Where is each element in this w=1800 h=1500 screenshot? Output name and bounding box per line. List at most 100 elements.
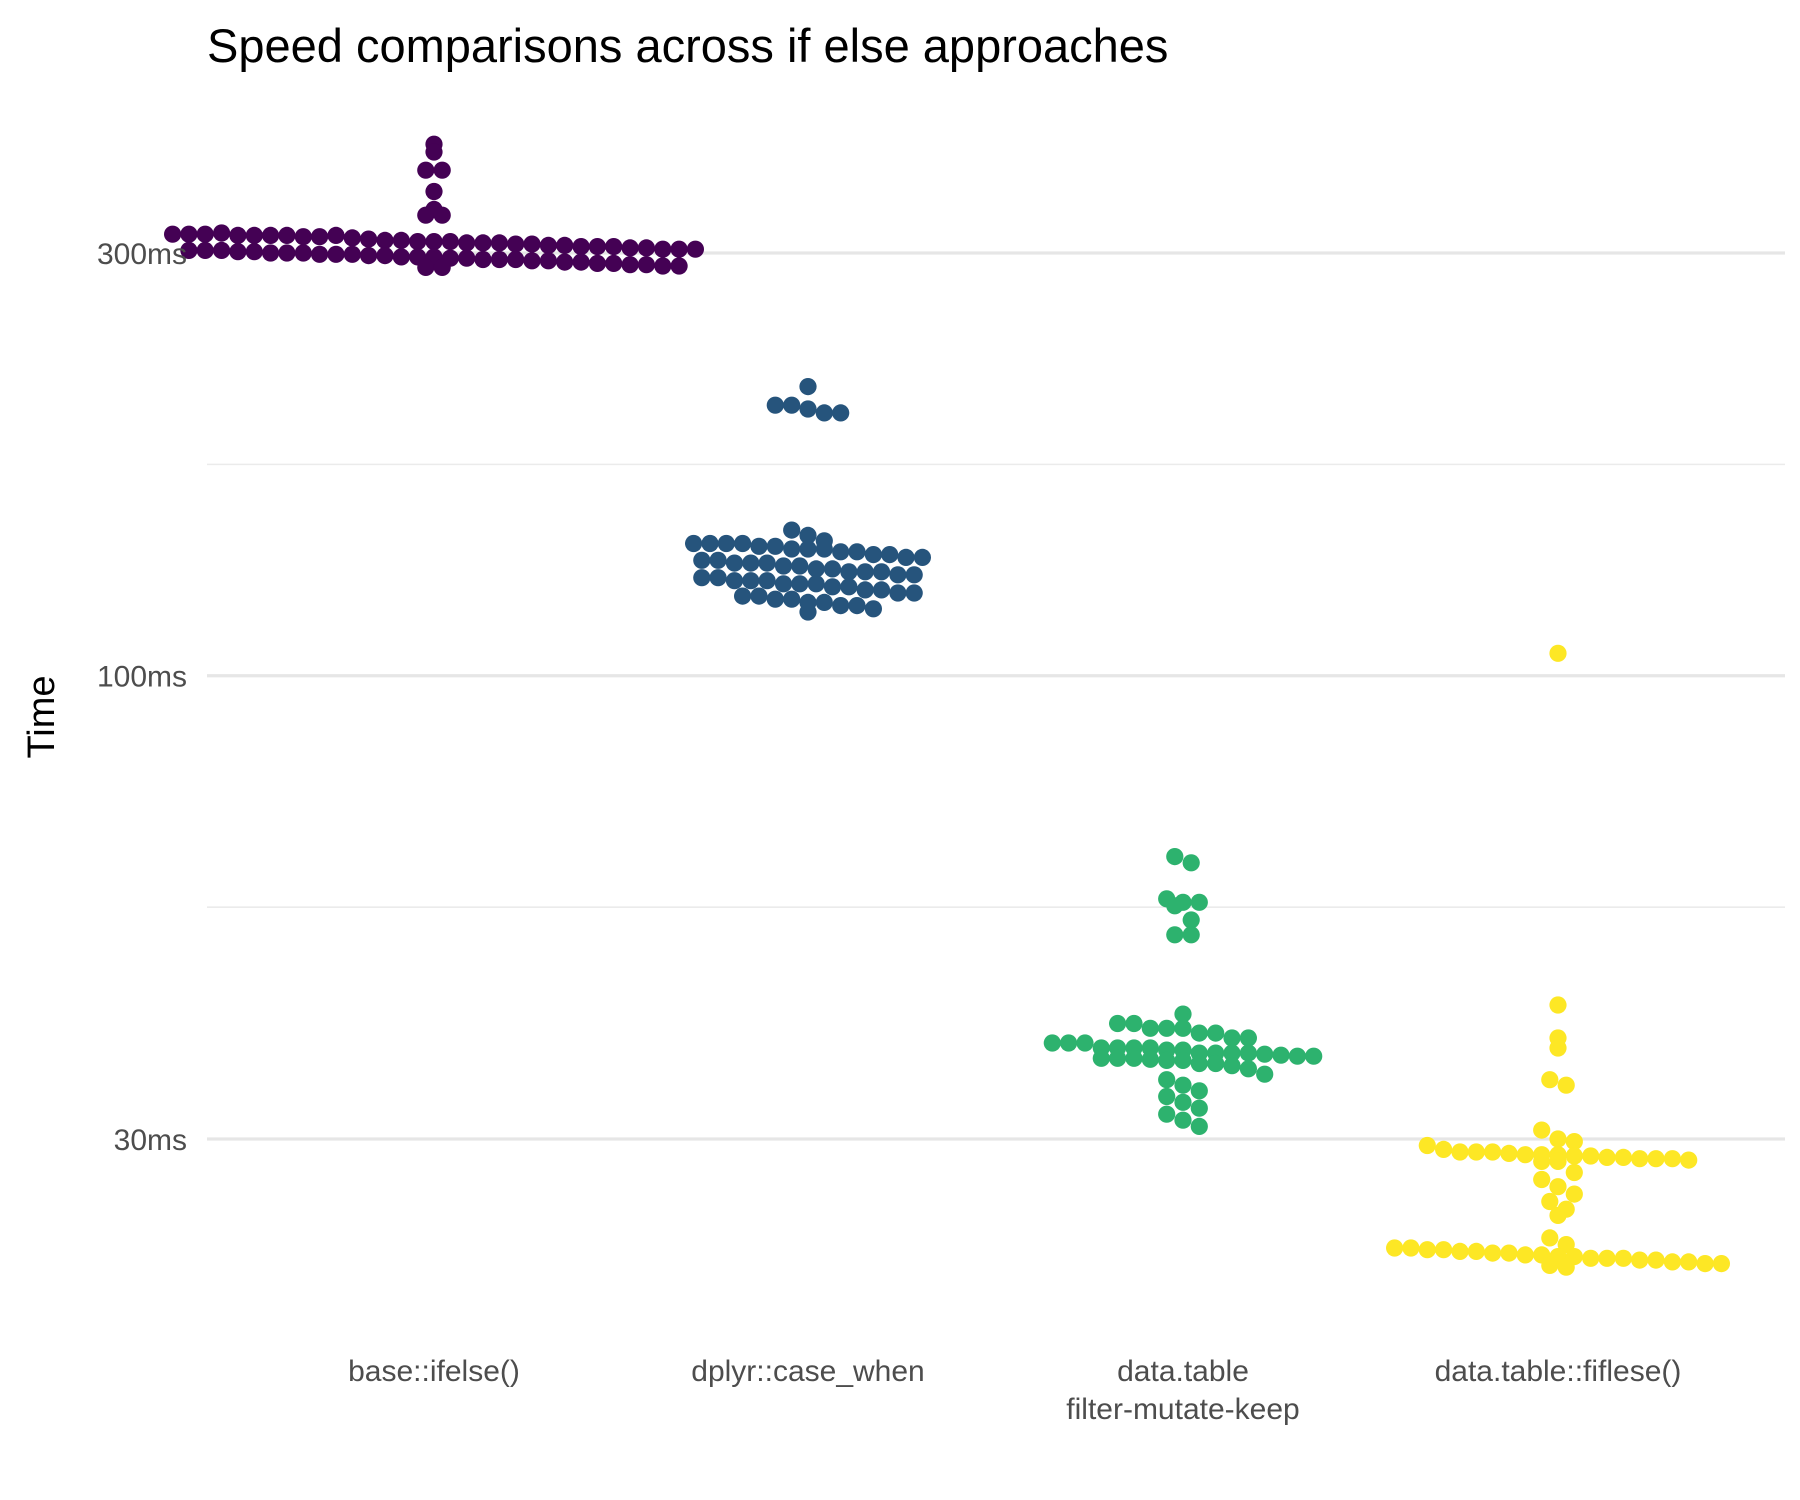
data-point — [294, 244, 312, 262]
data-point — [425, 182, 443, 201]
data-point — [905, 566, 923, 584]
data-point — [1158, 1087, 1176, 1106]
data-point — [229, 243, 247, 261]
x-tick-label: base::ifelse() — [348, 1355, 520, 1388]
data-point — [654, 240, 672, 258]
x-tick-label: data.table::fiflese() — [1435, 1355, 1682, 1388]
data-point — [734, 534, 752, 553]
data-point — [572, 238, 590, 256]
data-point — [474, 234, 492, 252]
data-point — [605, 254, 623, 272]
data-point — [799, 400, 817, 418]
data-point — [1435, 1241, 1453, 1259]
data-point — [1190, 1024, 1208, 1042]
data-point — [872, 563, 891, 581]
data-point — [1141, 1050, 1159, 1068]
data-point — [588, 254, 607, 272]
grid — [207, 251, 1785, 1141]
data-point — [245, 226, 263, 244]
data-point — [1598, 1249, 1616, 1267]
data-point — [360, 247, 378, 265]
data-point — [164, 225, 182, 243]
data-point — [1663, 1150, 1681, 1168]
data-point — [1207, 1024, 1225, 1042]
data-point — [1190, 893, 1208, 911]
y-tick-label: 100ms — [97, 661, 187, 694]
data-point — [433, 206, 451, 224]
data-point — [1484, 1143, 1502, 1161]
data-point — [766, 590, 784, 608]
data-point — [1565, 1163, 1583, 1182]
data-point — [417, 258, 435, 276]
data-point — [864, 600, 883, 618]
data-point — [1516, 1246, 1534, 1264]
data-point — [783, 590, 801, 608]
data-point — [1166, 897, 1184, 915]
data-point — [832, 543, 850, 561]
data-point — [905, 584, 923, 602]
data-point — [1712, 1255, 1730, 1273]
data-point — [588, 238, 607, 256]
data-point — [1467, 1143, 1485, 1161]
data-point — [1043, 1034, 1061, 1052]
data-point — [1239, 1044, 1257, 1062]
data-point — [392, 248, 410, 266]
data-point — [621, 239, 639, 257]
data-point — [1158, 1071, 1176, 1089]
data-point — [1174, 1051, 1192, 1069]
data-point — [1549, 1130, 1567, 1148]
data-point — [1060, 1034, 1078, 1052]
data-point — [832, 404, 850, 422]
data-point — [799, 526, 817, 545]
data-point — [823, 560, 842, 578]
data-point — [196, 225, 214, 243]
y-axis-ticks: 30ms 100ms 300ms — [97, 238, 187, 1157]
data-point — [1467, 1242, 1485, 1260]
data-point — [343, 229, 361, 247]
data-point — [889, 584, 907, 602]
data-point — [572, 253, 590, 271]
y-axis-title: Time — [21, 675, 63, 758]
data-point — [507, 235, 525, 253]
data-points — [164, 135, 1730, 1276]
data-point — [556, 253, 574, 271]
data-point — [815, 540, 833, 558]
data-point — [1500, 1244, 1518, 1262]
data-point — [376, 247, 394, 265]
data-point — [1631, 1150, 1649, 1168]
data-point — [1484, 1244, 1502, 1262]
data-point — [766, 537, 784, 555]
data-point — [1141, 1019, 1159, 1037]
data-point — [441, 233, 459, 251]
data-point — [1305, 1047, 1323, 1065]
data-point — [1541, 1256, 1559, 1274]
data-point — [848, 543, 866, 561]
data-point — [1614, 1148, 1632, 1166]
data-point — [523, 252, 541, 270]
data-point — [1418, 1241, 1436, 1259]
data-point — [856, 563, 874, 581]
data-point — [1533, 1170, 1551, 1189]
data-point — [799, 378, 817, 396]
data-point — [1541, 1192, 1559, 1211]
data-point — [417, 161, 435, 179]
data-point — [262, 244, 280, 262]
data-point — [1109, 1049, 1127, 1067]
data-point — [848, 597, 866, 615]
data-point — [725, 554, 744, 572]
data-point — [229, 226, 247, 244]
data-point — [1418, 1136, 1436, 1155]
data-point — [791, 575, 809, 593]
data-point — [490, 250, 508, 269]
data-point — [1223, 1057, 1241, 1075]
data-point — [637, 256, 656, 274]
data-point — [343, 245, 361, 263]
data-point — [1158, 1105, 1176, 1123]
data-point — [840, 578, 858, 596]
data-point — [823, 578, 842, 596]
data-point — [686, 240, 705, 258]
data-point — [709, 551, 727, 569]
data-point — [872, 581, 891, 599]
data-point — [1239, 1060, 1257, 1078]
data-point — [791, 557, 809, 575]
